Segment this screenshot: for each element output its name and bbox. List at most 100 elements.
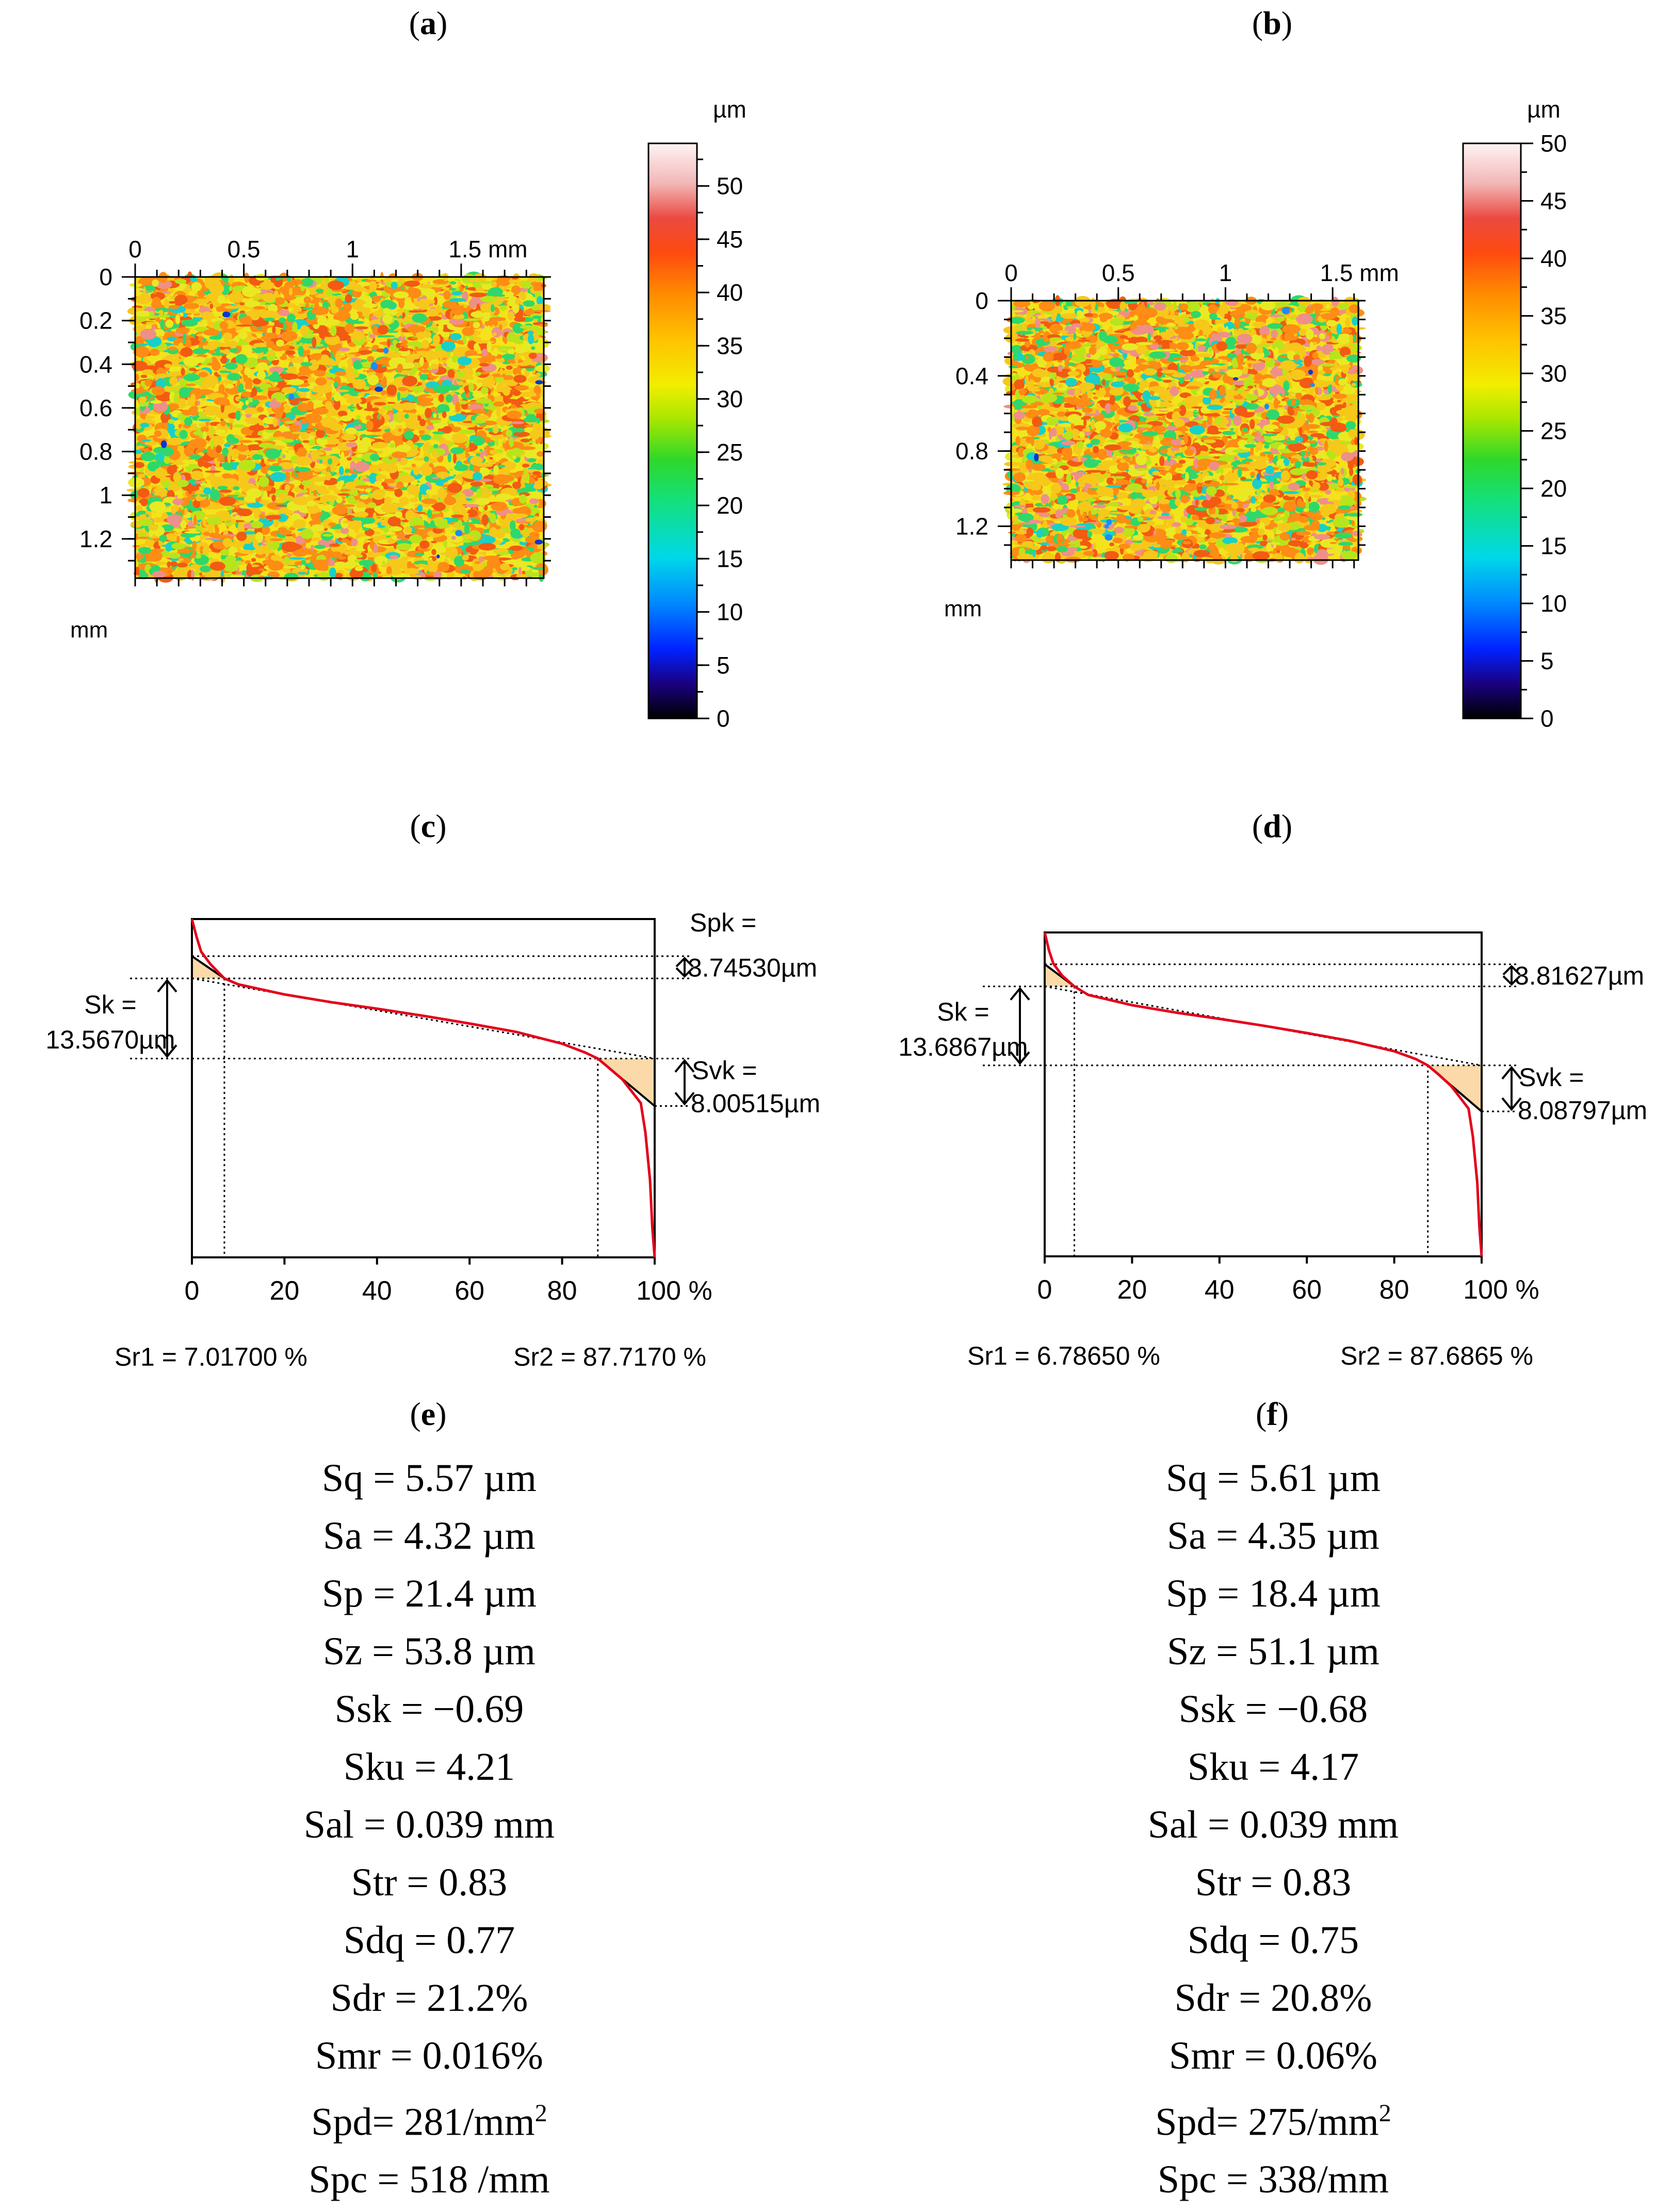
map-patch xyxy=(312,409,317,414)
map-patch xyxy=(473,283,482,288)
map-patch xyxy=(476,497,490,505)
map-patch xyxy=(322,534,333,537)
map-patch xyxy=(354,566,363,571)
map-patch xyxy=(480,303,492,313)
map-patch xyxy=(325,401,332,410)
map-patch xyxy=(388,456,393,460)
map-patch xyxy=(293,339,297,347)
map-patch xyxy=(468,299,477,308)
map-patch xyxy=(138,547,152,554)
map-patch xyxy=(375,447,383,451)
map-patch xyxy=(310,524,325,532)
map-patch xyxy=(519,446,536,450)
map-patch xyxy=(502,385,511,396)
map-patch xyxy=(300,325,309,336)
map-patch xyxy=(165,543,172,552)
map-patch xyxy=(397,386,408,391)
panel-label-e: (e) xyxy=(410,1396,447,1432)
map-patch xyxy=(457,371,465,379)
map-patch xyxy=(180,347,193,357)
map-patch xyxy=(513,513,528,518)
map-patch xyxy=(414,560,431,565)
map-patch xyxy=(419,373,428,381)
map-patch xyxy=(270,276,276,283)
map-patch xyxy=(421,494,428,498)
map-patch xyxy=(486,325,491,333)
map-patch xyxy=(353,462,370,472)
map-patch xyxy=(362,303,378,308)
map-patch xyxy=(491,324,495,327)
map-patch xyxy=(144,480,149,484)
map-patch xyxy=(445,547,458,558)
map-patch xyxy=(520,391,537,397)
map-patch xyxy=(197,457,204,467)
map-patch xyxy=(198,411,203,418)
map-patch xyxy=(402,412,418,424)
map-patch xyxy=(241,286,257,297)
map-patch xyxy=(361,517,376,524)
map-patch xyxy=(463,512,469,522)
map-patch xyxy=(481,348,488,357)
map-patch xyxy=(281,373,299,380)
map-patch xyxy=(416,402,434,406)
map-patch xyxy=(184,303,200,309)
map-patch xyxy=(431,549,436,555)
map-patch xyxy=(200,312,214,320)
map-patch xyxy=(305,448,319,451)
map-patch xyxy=(374,555,388,565)
map-patch xyxy=(198,372,208,378)
map-patch xyxy=(484,406,495,409)
map-patch xyxy=(486,341,492,353)
map-patch xyxy=(236,540,253,543)
map-patch xyxy=(362,435,378,438)
map-patch xyxy=(302,334,315,339)
map-patch xyxy=(289,480,302,484)
map-patch xyxy=(490,513,496,523)
map-patch xyxy=(333,391,341,402)
map-patch xyxy=(377,325,389,335)
map-patch xyxy=(342,504,355,507)
map-patch xyxy=(344,551,359,555)
map-patch xyxy=(448,535,464,543)
map-patch xyxy=(227,373,241,381)
map-patch xyxy=(420,434,431,440)
map-patch xyxy=(274,297,285,305)
map-patch xyxy=(233,424,245,428)
map-patch xyxy=(189,368,197,371)
map-patch xyxy=(245,435,262,438)
map-patch xyxy=(453,379,457,388)
map-patch xyxy=(204,375,219,385)
map-patch xyxy=(500,563,510,570)
map-patch xyxy=(352,491,359,496)
map-patch xyxy=(316,429,325,438)
map-patch xyxy=(168,347,177,351)
map-patch xyxy=(405,355,414,364)
map-patch xyxy=(151,548,164,553)
map-patch xyxy=(360,494,369,500)
map-patch xyxy=(467,355,482,358)
map-patch xyxy=(493,401,505,407)
map-patch xyxy=(383,307,390,315)
map-patch xyxy=(278,493,288,499)
map-patch xyxy=(443,540,447,547)
map-patch xyxy=(433,350,445,358)
map-patch xyxy=(369,539,375,550)
map-patch xyxy=(189,454,201,460)
map-patch xyxy=(192,540,197,551)
map-patch xyxy=(447,483,462,493)
map-patch xyxy=(512,368,518,375)
map-patch xyxy=(258,443,274,448)
map-patch xyxy=(420,369,431,373)
map-patch xyxy=(451,305,465,315)
map-patch xyxy=(414,552,425,556)
map-patch xyxy=(190,312,202,315)
map-patch xyxy=(482,484,494,488)
map-patch xyxy=(190,470,204,481)
map-patch xyxy=(451,291,463,296)
map-patch xyxy=(231,518,236,525)
map-patch xyxy=(372,441,388,449)
map-patch xyxy=(417,394,434,403)
map-patch xyxy=(228,292,244,303)
map-patch xyxy=(160,319,165,330)
